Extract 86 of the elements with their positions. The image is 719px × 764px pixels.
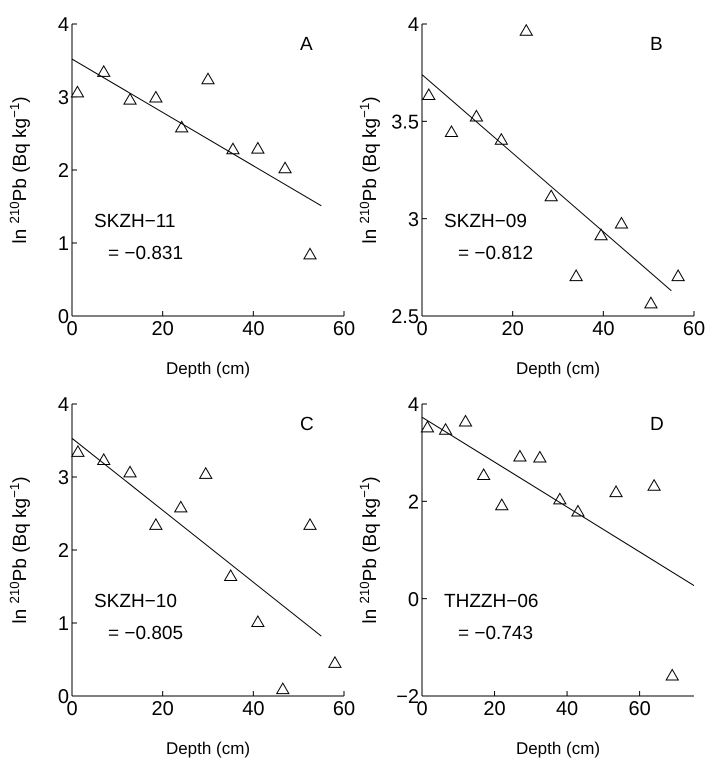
x-tick-label: 60 <box>332 318 356 340</box>
y-tick-label: 3 <box>58 467 69 490</box>
point <box>477 468 490 480</box>
x-tick-label: 60 <box>628 698 651 720</box>
point <box>594 228 608 240</box>
x-tick-label: 20 <box>483 698 506 720</box>
point <box>278 162 292 174</box>
point <box>422 88 436 100</box>
annotation: D <box>650 414 664 436</box>
y-tick-label: 3 <box>58 87 69 110</box>
y-tick-label: 4 <box>58 394 69 416</box>
point <box>175 120 188 132</box>
point <box>71 445 84 457</box>
point <box>553 492 566 504</box>
point <box>544 190 558 202</box>
y-tick-label: 0 <box>408 588 419 611</box>
y-tick-label: 4 <box>58 14 69 36</box>
point <box>495 498 508 510</box>
point <box>571 505 585 517</box>
x-tick-label: 20 <box>152 318 174 340</box>
point <box>174 500 188 512</box>
x-tick-label: 40 <box>556 698 578 720</box>
annotation: = −0.812 <box>457 242 534 266</box>
y-tick-label: 1 <box>58 613 69 636</box>
y-tick-label: 2 <box>58 160 69 182</box>
x-tick-label: 40 <box>242 318 264 340</box>
x-axis-title: Depth (cm) <box>516 739 600 758</box>
annotation: C <box>300 414 314 436</box>
point <box>303 248 317 260</box>
point <box>123 466 137 478</box>
point <box>609 486 623 498</box>
point <box>226 142 240 154</box>
point <box>149 90 162 102</box>
x-axis-title: Depth (cm) <box>166 739 250 758</box>
point <box>520 24 533 36</box>
annotation: SKZH−11 <box>94 210 176 234</box>
x-tick-label: 60 <box>332 698 356 720</box>
point <box>533 450 546 463</box>
y-tick-label: 3 <box>408 208 419 231</box>
x-axis-title: Depth (cm) <box>516 359 600 378</box>
y-tick-label: 1 <box>58 233 69 256</box>
point <box>570 270 583 282</box>
point <box>438 423 452 435</box>
y-tick-label: 2 <box>58 540 69 562</box>
point <box>201 72 215 84</box>
point <box>458 414 472 427</box>
point <box>666 669 679 681</box>
annotation: = −0.831 <box>107 242 184 266</box>
point <box>494 133 508 145</box>
y-tick-label: 4 <box>408 394 419 416</box>
annotation: A <box>300 34 313 56</box>
point <box>97 453 110 465</box>
point <box>328 656 342 668</box>
point <box>97 65 110 77</box>
point <box>123 93 137 105</box>
point <box>648 479 661 491</box>
annotation: = −0.805 <box>107 622 184 646</box>
annotation: SKZH−09 <box>444 210 528 234</box>
point <box>444 125 458 138</box>
x-tick-label: 20 <box>152 698 174 720</box>
y-tick-label: 3.5 <box>391 111 419 134</box>
annotation: = −0.743 <box>457 622 534 646</box>
annotation: SKZH−10 <box>94 590 178 614</box>
y-tick-label: 4 <box>408 14 419 36</box>
point <box>614 216 628 229</box>
point <box>644 296 658 308</box>
point <box>513 450 526 462</box>
x-tick-label: 60 <box>682 318 706 340</box>
x-axis-title: Depth (cm) <box>166 359 250 378</box>
point <box>303 518 317 530</box>
point <box>70 86 84 98</box>
point <box>251 142 264 154</box>
annotation: B <box>650 34 663 56</box>
point <box>420 420 434 432</box>
y-tick-label: 2 <box>408 491 419 514</box>
point <box>224 569 238 582</box>
x-tick-label: 40 <box>242 698 264 720</box>
x-tick-label: 20 <box>502 318 524 340</box>
point <box>672 270 685 282</box>
point <box>470 110 483 122</box>
x-tick-label: 40 <box>592 318 614 340</box>
annotation: THZZH−06 <box>444 590 538 614</box>
point <box>276 682 290 694</box>
point <box>199 467 212 479</box>
point <box>251 615 264 628</box>
point <box>149 518 162 530</box>
